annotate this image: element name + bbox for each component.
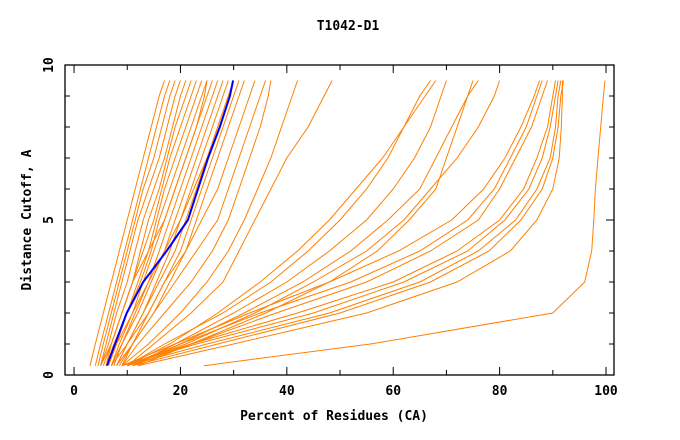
model-curve-34 (127, 80, 562, 367)
model-curve-26 (132, 80, 447, 367)
model-curve-36 (121, 80, 556, 367)
y-tick-label: 5 (42, 216, 57, 224)
x-tick-label: 80 (492, 384, 508, 399)
y-axis-label: Distance Cutoff, A (20, 149, 35, 290)
model-curve-38 (203, 80, 606, 367)
model-curve-22 (121, 80, 298, 367)
x-tick-label: 40 (279, 384, 295, 399)
model-curve-19 (110, 80, 256, 366)
x-tick-label: 60 (385, 384, 401, 399)
model-curve-24 (126, 80, 431, 367)
model-curve-35 (132, 80, 564, 367)
model-curve-8 (105, 80, 203, 366)
model-curve-15 (118, 80, 240, 366)
model-curve-32 (121, 80, 540, 367)
highlight-curve (106, 80, 235, 367)
model-curve-17 (105, 80, 235, 366)
model-curve-2 (94, 80, 171, 366)
x-axis-label: Percent of Residues (CA) (240, 409, 428, 424)
model-curve-37 (137, 80, 563, 367)
model-curve-13 (116, 80, 229, 366)
model-curve-5 (100, 80, 187, 366)
model-curve-25 (126, 80, 437, 367)
model-curve-29 (137, 80, 479, 367)
model-curve-27 (132, 80, 474, 367)
model-curve-33 (121, 80, 559, 367)
model-curve-3 (97, 80, 176, 366)
model-curve-11 (110, 80, 219, 366)
x-tick-label: 0 (70, 384, 78, 399)
model-curve-18 (100, 80, 208, 366)
y-tick-label: 10 (42, 57, 57, 73)
y-tick-label: 0 (42, 371, 57, 379)
axes: 0 20 40 60 80 100 0 5 10 (42, 57, 618, 399)
x-tick-label: 20 (173, 384, 189, 399)
model-curve-20 (116, 80, 267, 366)
model-curve-12 (113, 80, 224, 366)
series-layer (89, 80, 606, 367)
chart-title: T1042-D1 (317, 19, 380, 34)
x-tick-label: 100 (594, 384, 618, 399)
model-curve-1 (89, 80, 165, 366)
model-curve-7 (105, 80, 197, 366)
model-curve-28 (127, 80, 501, 367)
model-curve-23 (126, 80, 333, 367)
model-curve-31 (132, 80, 548, 367)
model-curve-21 (121, 80, 272, 366)
model-curve-4 (100, 80, 181, 366)
model-curve-30 (127, 80, 543, 367)
